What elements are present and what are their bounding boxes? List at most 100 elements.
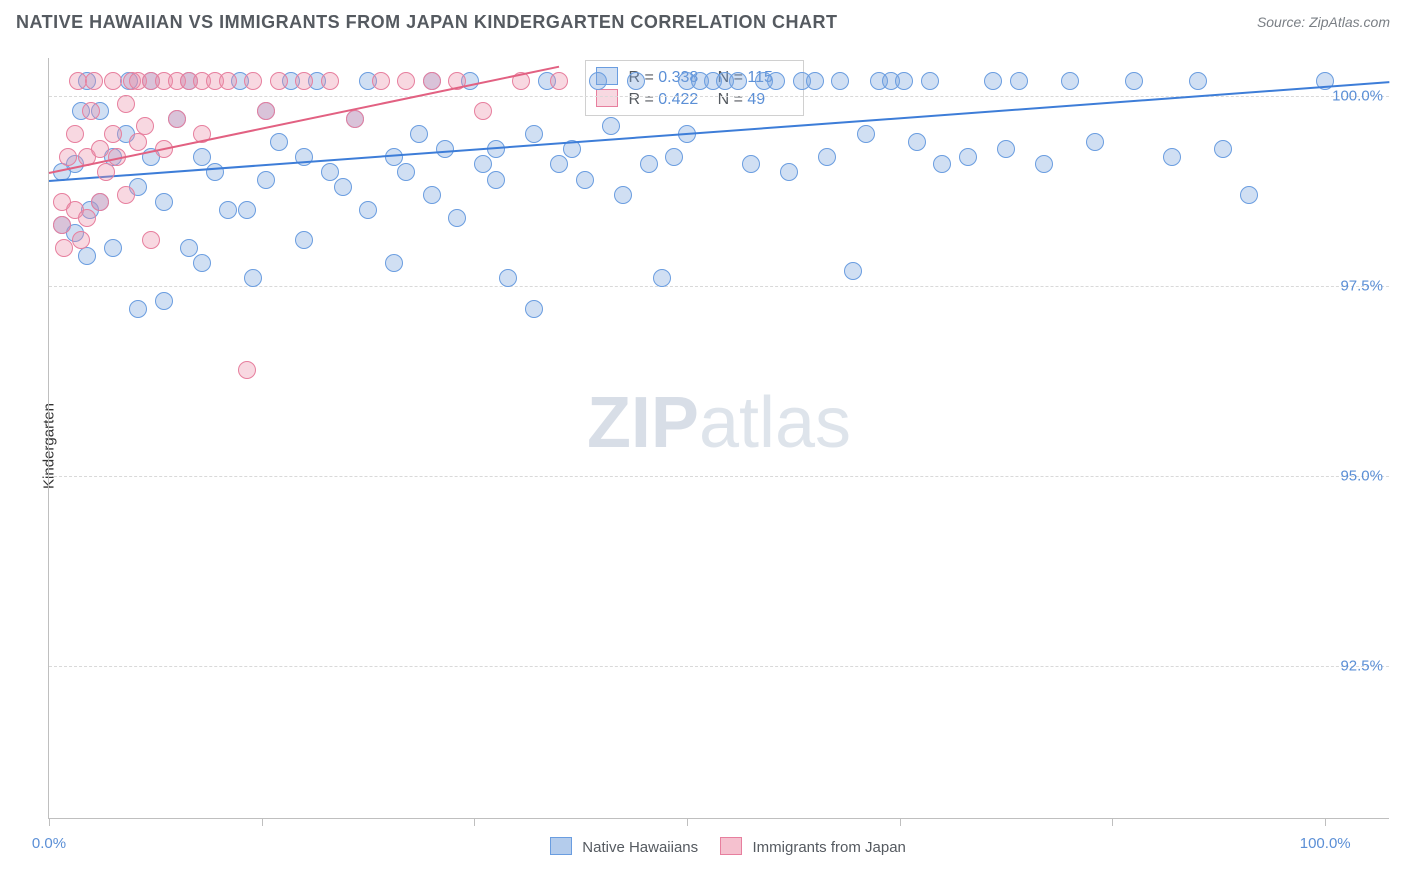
data-point-blue bbox=[436, 140, 454, 158]
chart-title: NATIVE HAWAIIAN VS IMMIGRANTS FROM JAPAN… bbox=[16, 12, 838, 32]
data-point-blue bbox=[857, 125, 875, 143]
data-point-blue bbox=[525, 300, 543, 318]
data-point-blue bbox=[385, 254, 403, 272]
x-tick bbox=[262, 818, 263, 826]
data-point-pink bbox=[59, 148, 77, 166]
y-tick-label: 100.0% bbox=[1332, 88, 1383, 105]
data-point-pink bbox=[97, 163, 115, 181]
data-point-pink bbox=[257, 102, 275, 120]
data-point-blue bbox=[1086, 133, 1104, 151]
x-tick bbox=[900, 818, 901, 826]
x-tick bbox=[687, 818, 688, 826]
data-point-blue bbox=[959, 148, 977, 166]
data-point-pink bbox=[78, 209, 96, 227]
data-point-pink bbox=[295, 72, 313, 90]
data-point-blue bbox=[1125, 72, 1143, 90]
data-point-pink bbox=[55, 239, 73, 257]
data-point-blue bbox=[729, 72, 747, 90]
x-tick bbox=[1325, 818, 1326, 826]
legend-label-pink: Immigrants from Japan bbox=[753, 839, 906, 856]
data-point-blue bbox=[410, 125, 428, 143]
gridline-h bbox=[49, 666, 1389, 667]
data-point-blue bbox=[295, 231, 313, 249]
data-point-pink bbox=[474, 102, 492, 120]
data-point-blue bbox=[180, 239, 198, 257]
data-point-pink bbox=[117, 95, 135, 113]
data-point-blue bbox=[1010, 72, 1028, 90]
data-point-pink bbox=[423, 72, 441, 90]
y-tick-label: 92.5% bbox=[1340, 658, 1383, 675]
scatter-plot-area: ZIPatlas R = 0.338 N = 115 R = 0.422 N =… bbox=[48, 58, 1389, 819]
data-point-blue bbox=[104, 239, 122, 257]
watermark-bold: ZIP bbox=[587, 383, 699, 463]
data-point-blue bbox=[1189, 72, 1207, 90]
data-point-blue bbox=[908, 133, 926, 151]
data-point-blue bbox=[244, 269, 262, 287]
n-value-pink: 49 bbox=[747, 91, 793, 109]
data-point-pink bbox=[321, 72, 339, 90]
data-point-blue bbox=[359, 201, 377, 219]
data-point-pink bbox=[219, 72, 237, 90]
data-point-pink bbox=[142, 231, 160, 249]
legend-swatch-pink bbox=[720, 837, 742, 855]
data-point-blue bbox=[653, 269, 671, 287]
watermark: ZIPatlas bbox=[587, 382, 851, 464]
data-point-pink bbox=[72, 231, 90, 249]
y-tick-label: 97.5% bbox=[1340, 278, 1383, 295]
chart-header: NATIVE HAWAIIAN VS IMMIGRANTS FROM JAPAN… bbox=[16, 12, 1390, 48]
data-point-blue bbox=[665, 148, 683, 166]
data-point-pink bbox=[550, 72, 568, 90]
data-point-blue bbox=[257, 171, 275, 189]
data-point-blue bbox=[844, 262, 862, 280]
x-tick bbox=[49, 818, 50, 826]
legend-swatch-blue bbox=[550, 837, 572, 855]
data-point-pink bbox=[238, 361, 256, 379]
stats-row-pink: R = 0.422 N = 49 bbox=[596, 89, 793, 109]
data-point-blue bbox=[997, 140, 1015, 158]
data-point-blue bbox=[193, 148, 211, 166]
data-point-pink bbox=[346, 110, 364, 128]
data-point-pink bbox=[82, 102, 100, 120]
data-point-blue bbox=[219, 201, 237, 219]
data-point-blue bbox=[321, 163, 339, 181]
data-point-blue bbox=[895, 72, 913, 90]
data-point-blue bbox=[742, 155, 760, 173]
legend-label-blue: Native Hawaiians bbox=[582, 839, 698, 856]
data-point-blue bbox=[334, 178, 352, 196]
data-point-pink bbox=[104, 72, 122, 90]
data-point-pink bbox=[168, 110, 186, 128]
data-point-blue bbox=[155, 193, 173, 211]
data-point-blue bbox=[1035, 155, 1053, 173]
data-point-pink bbox=[66, 125, 84, 143]
data-point-pink bbox=[91, 140, 109, 158]
x-tick-label: 0.0% bbox=[32, 835, 66, 852]
data-point-pink bbox=[136, 117, 154, 135]
data-point-blue bbox=[831, 72, 849, 90]
data-point-pink bbox=[91, 193, 109, 211]
swatch-pink bbox=[596, 89, 618, 107]
y-tick-label: 95.0% bbox=[1340, 468, 1383, 485]
data-point-blue bbox=[397, 163, 415, 181]
data-point-blue bbox=[602, 117, 620, 135]
data-point-blue bbox=[614, 186, 632, 204]
data-point-pink bbox=[397, 72, 415, 90]
data-point-blue bbox=[238, 201, 256, 219]
data-point-blue bbox=[129, 300, 147, 318]
data-point-blue bbox=[206, 163, 224, 181]
watermark-light: atlas bbox=[699, 383, 851, 463]
data-point-pink bbox=[104, 125, 122, 143]
data-point-blue bbox=[193, 254, 211, 272]
data-point-blue bbox=[627, 72, 645, 90]
data-point-blue bbox=[806, 72, 824, 90]
data-point-pink bbox=[270, 72, 288, 90]
r-value-pink: 0.422 bbox=[658, 91, 704, 109]
x-tick bbox=[1112, 818, 1113, 826]
data-point-pink bbox=[244, 72, 262, 90]
data-point-blue bbox=[1061, 72, 1079, 90]
data-point-pink bbox=[372, 72, 390, 90]
data-point-blue bbox=[1214, 140, 1232, 158]
data-point-blue bbox=[818, 148, 836, 166]
data-point-blue bbox=[640, 155, 658, 173]
data-point-blue bbox=[1163, 148, 1181, 166]
data-point-blue bbox=[984, 72, 1002, 90]
